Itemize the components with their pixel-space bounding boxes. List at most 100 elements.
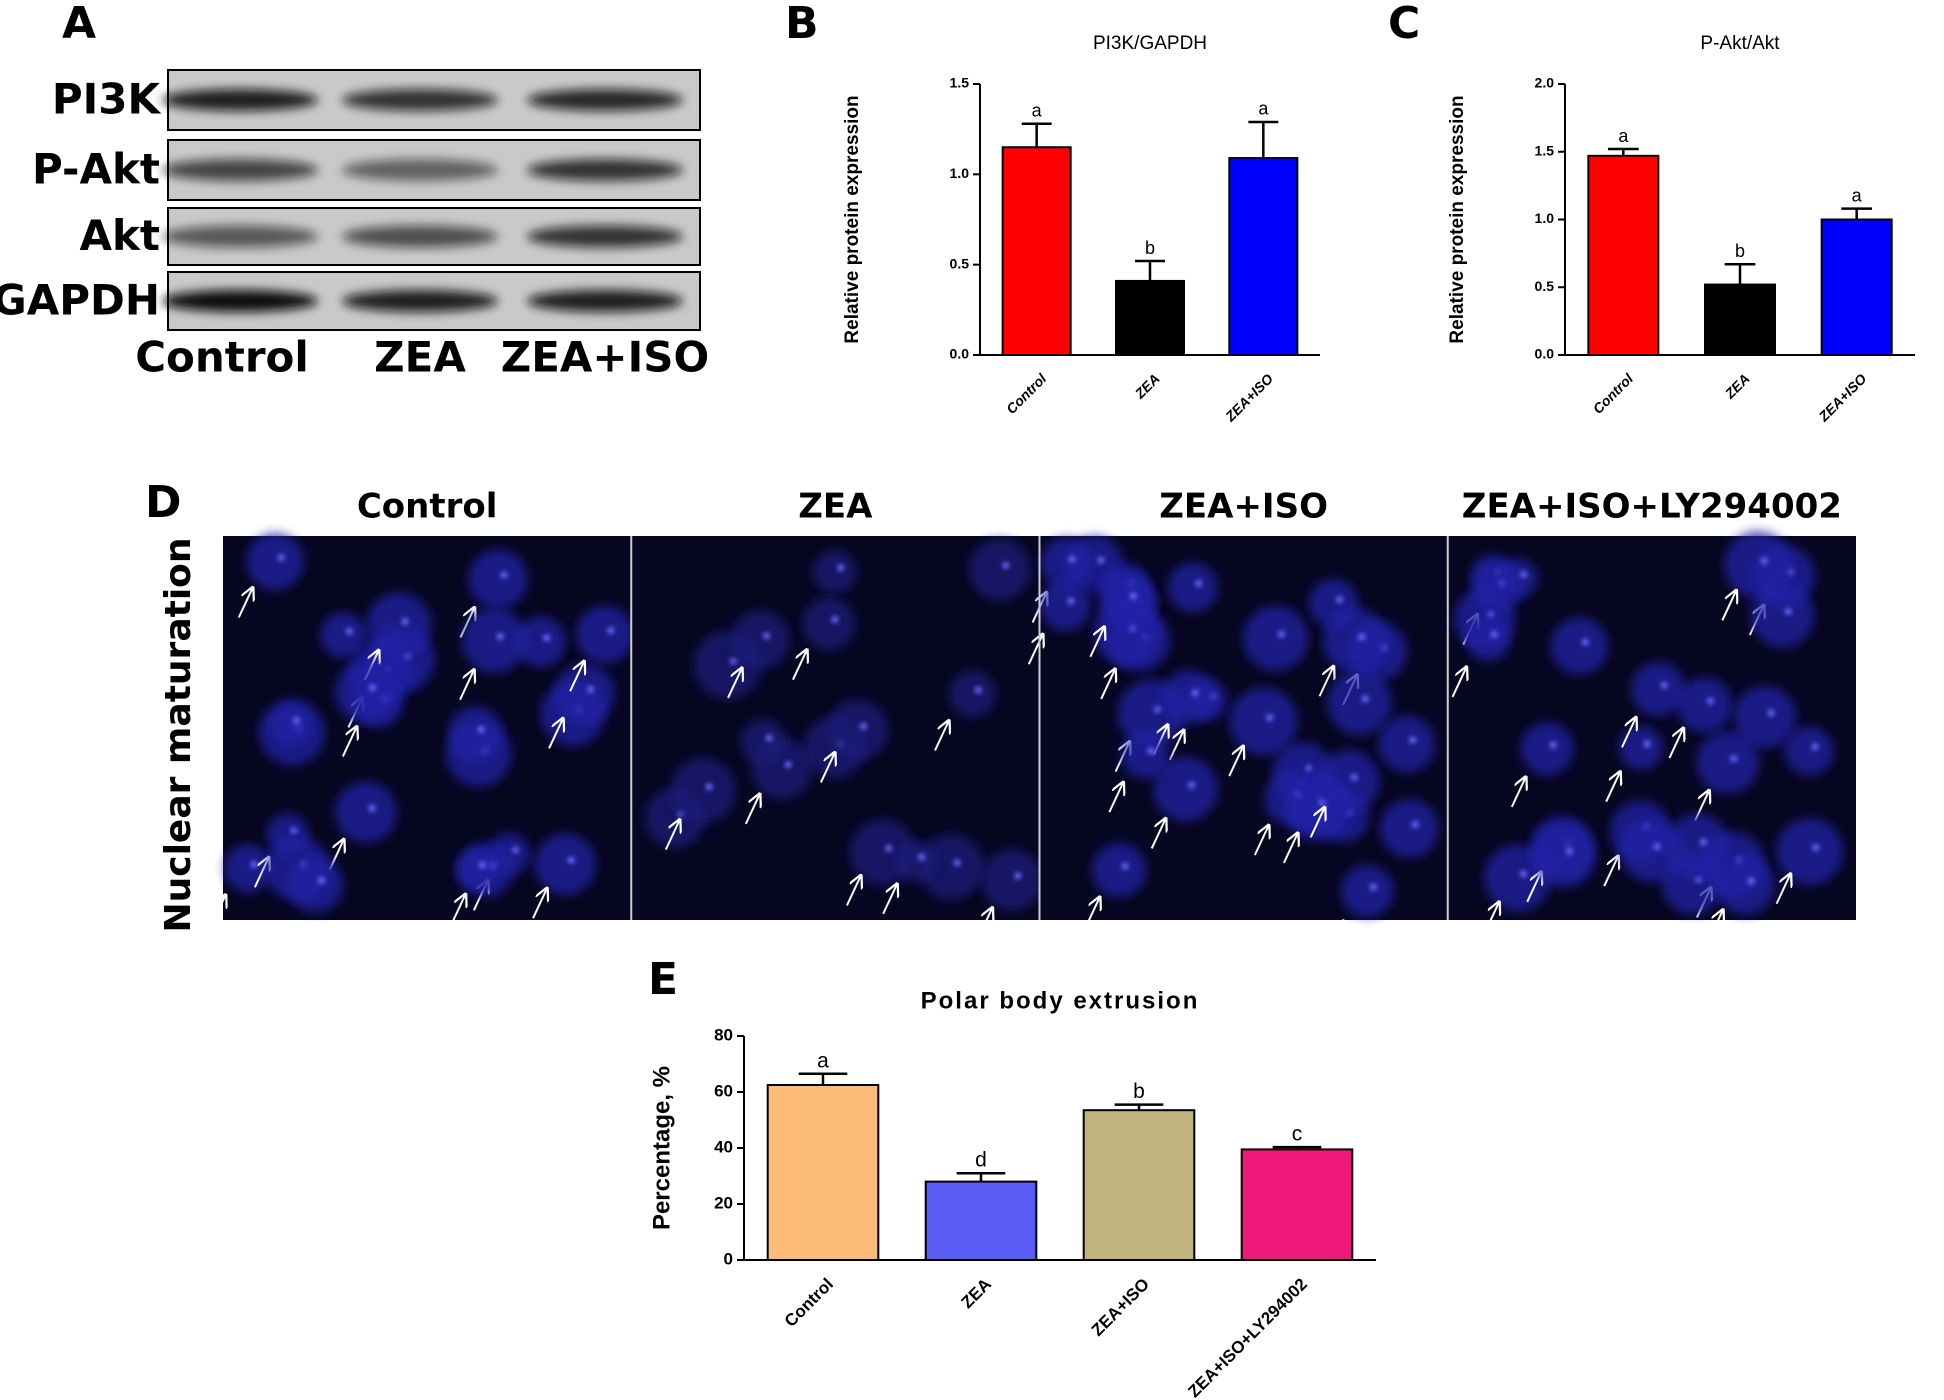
oocyte: [1497, 558, 1538, 599]
blot-row-label: P-Akt: [32, 145, 160, 194]
chromatin: [607, 626, 615, 634]
oocyte: [1153, 756, 1218, 822]
chromatin: [1747, 877, 1755, 885]
column-label: ZEA+ISO: [1159, 487, 1328, 527]
significance-label: a: [817, 1049, 829, 1072]
arrow: [1084, 897, 1100, 928]
chromatin: [1350, 773, 1358, 781]
arrow: [1526, 872, 1541, 903]
oocyte: [1316, 750, 1380, 813]
arrow: [1484, 902, 1499, 933]
y-tick-label: 0.5: [950, 255, 970, 271]
chromatin: [1014, 872, 1022, 880]
arrow: [1228, 746, 1243, 777]
chromatin: [1188, 781, 1196, 789]
oocyte: [1378, 715, 1435, 773]
oocyte: [320, 612, 367, 659]
chromatin: [500, 571, 508, 579]
significance-label: a: [1258, 99, 1269, 119]
arrow: [882, 884, 897, 915]
oocyte: [270, 704, 311, 745]
oocyte: [1040, 537, 1092, 589]
bar: [1820, 218, 1893, 356]
oocyte: [1520, 722, 1574, 776]
chromatin: [1812, 843, 1820, 851]
y-axis-label: Relative protein expression: [1447, 95, 1468, 343]
arrow: [450, 894, 466, 925]
oocyte: [895, 840, 937, 882]
arrow: [569, 661, 584, 692]
blot-band: [162, 290, 318, 312]
chromatin: [1097, 556, 1105, 564]
oocyte: [670, 758, 736, 824]
oocyte: [461, 608, 527, 673]
oocyte: [1665, 813, 1730, 879]
chromatin: [1278, 630, 1286, 638]
chromatin: [765, 734, 773, 742]
oocyte: [1715, 855, 1775, 915]
y-tick-label: 0: [724, 1249, 733, 1268]
oocyte: [1091, 843, 1147, 898]
oocyte: [554, 663, 615, 724]
chromatin: [1266, 714, 1274, 722]
y-tick-label: 80: [714, 1025, 733, 1044]
chromatin: [1068, 555, 1076, 563]
oocyte: [287, 856, 344, 913]
bar: [1001, 146, 1072, 356]
chromatin: [1369, 883, 1377, 891]
chromatin: [762, 632, 770, 640]
chromatin: [1699, 838, 1707, 846]
chromatin: [1305, 764, 1313, 772]
arrow: [1282, 833, 1298, 864]
blot-row-label: GAPDH: [0, 276, 160, 325]
y-tick-label: 0.0: [950, 346, 970, 362]
chromatin: [953, 859, 961, 867]
significance-label: b: [1145, 238, 1155, 258]
oocyte: [1531, 823, 1596, 888]
oocyte: [949, 670, 996, 718]
chromatin: [1411, 821, 1419, 829]
blot-band: [342, 225, 498, 248]
chromatin: [1129, 592, 1137, 600]
bar: [1240, 1148, 1354, 1262]
oocyte: [576, 605, 634, 664]
chart-title: P-Akt/Akt: [1700, 33, 1780, 54]
oocyte: [246, 532, 304, 591]
x-tick-label: ZEA+ISO: [1815, 370, 1870, 425]
panel-letter: E: [648, 954, 678, 1005]
chromatin: [1520, 570, 1528, 578]
chromatin: [317, 877, 325, 885]
chromatin: [368, 804, 376, 812]
arrow: [846, 875, 861, 906]
chromatin: [837, 564, 845, 572]
panel-letter: A: [62, 0, 96, 49]
x-tick-label: ZEA+ISO+LY294002: [1184, 1275, 1311, 1400]
arrow: [1108, 782, 1123, 813]
y-axis-label: Percentage, %: [648, 1066, 675, 1230]
significance-label: c: [1292, 1123, 1303, 1146]
x-tick-label: ZEA: [1721, 370, 1753, 402]
chromatin: [1147, 747, 1155, 755]
y-tick-label: 0.5: [1535, 278, 1555, 294]
arrow: [1253, 825, 1269, 856]
blot-band: [527, 290, 683, 312]
chromatin: [1490, 630, 1498, 638]
chromatin: [1409, 736, 1417, 744]
x-tick-label: Control: [781, 1275, 837, 1331]
x-tick-label: ZEA+ISO: [1088, 1275, 1153, 1340]
oocyte: [826, 699, 889, 761]
blot-lane-label: ZEA: [374, 333, 466, 382]
oocyte: [366, 592, 432, 659]
oocyte: [534, 833, 596, 895]
oocyte: [455, 848, 497, 890]
arrow: [792, 650, 807, 681]
chromatin: [345, 627, 353, 635]
oocyte: [981, 849, 1043, 911]
bar: [924, 1180, 1038, 1261]
column-label: ZEA: [798, 487, 873, 527]
y-tick-label: 1.0: [950, 165, 970, 181]
chromatin: [1067, 597, 1075, 605]
arrow: [727, 668, 742, 699]
chromatin: [250, 861, 258, 869]
